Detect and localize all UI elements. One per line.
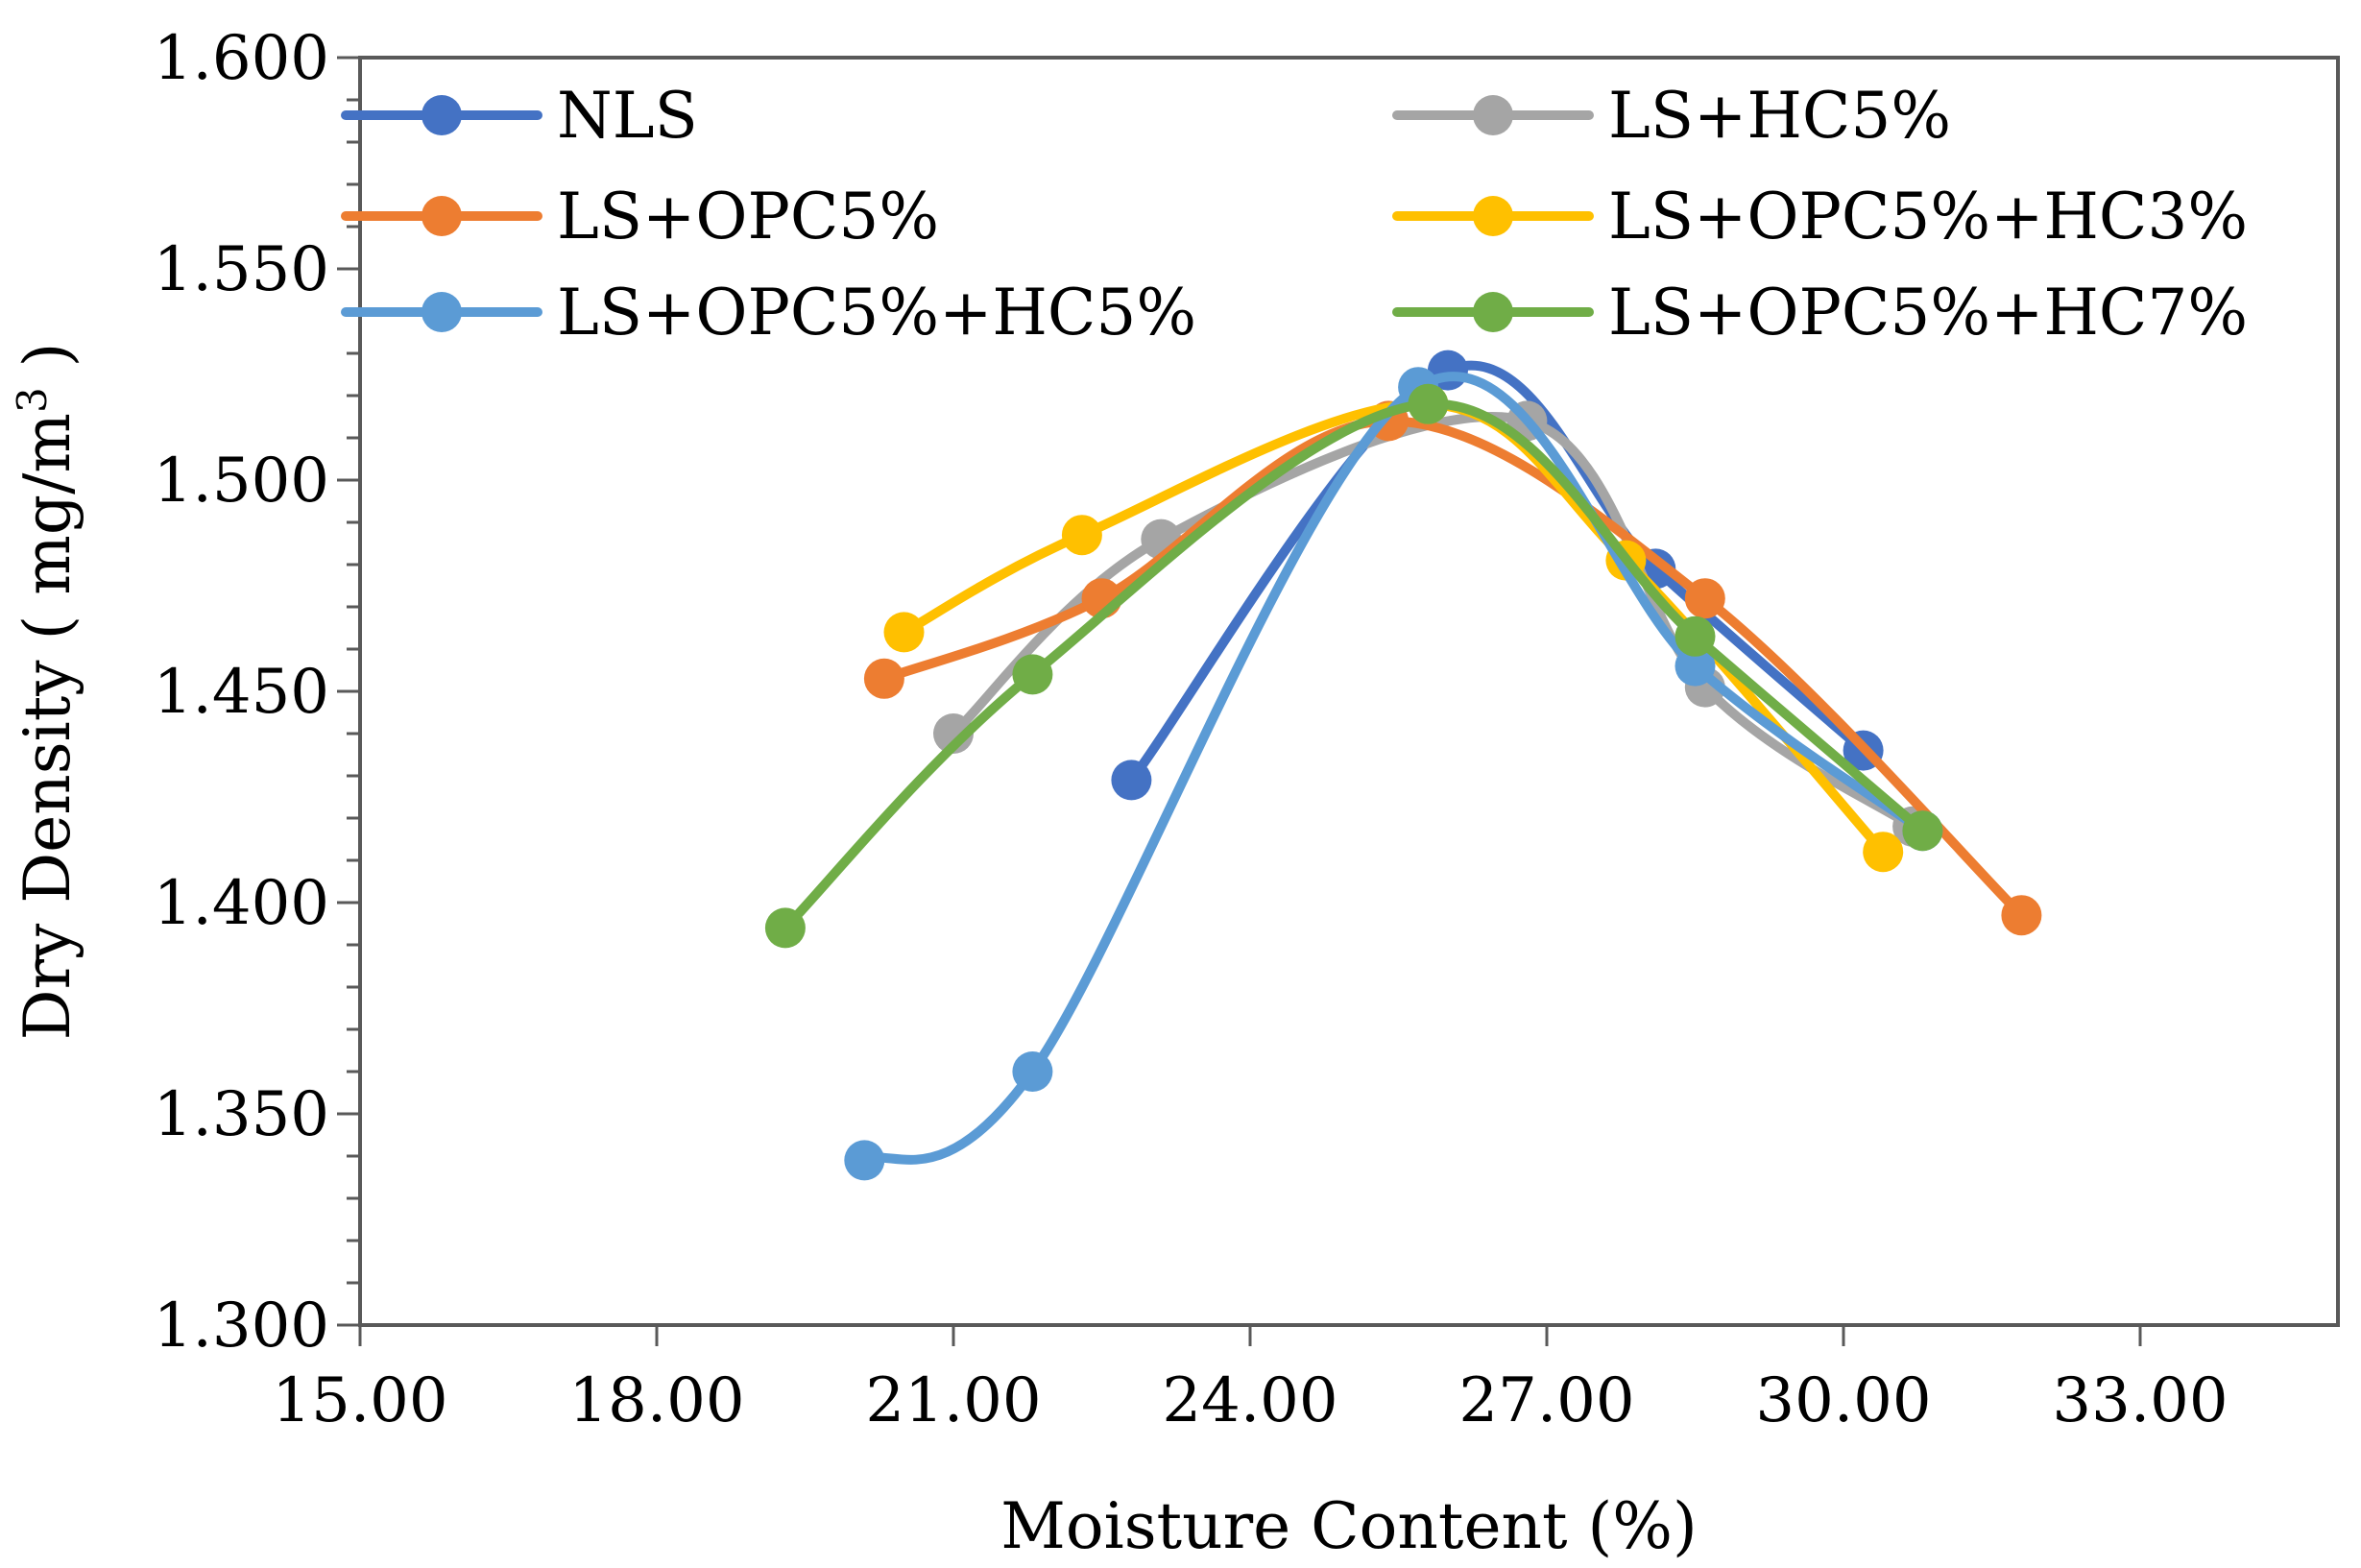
data-point-ls-opc5pct — [1684, 578, 1725, 619]
data-point-ls-opc5pct-hc7pct — [1902, 810, 1943, 852]
legend-swatch-marker — [422, 292, 462, 332]
data-point-ls-opc5pct-hc7pct — [1408, 383, 1449, 424]
y-axis-title: Dry Density ( mg/m3 ) — [9, 343, 85, 1041]
y-axis-title-main: Dry Density ( mg/m — [11, 413, 84, 1040]
x-tick-label: 24.00 — [1162, 1365, 1337, 1436]
x-tick-label: 15.00 — [272, 1365, 447, 1436]
legend-label: LS+OPC5%+HC5% — [557, 276, 1196, 350]
data-point-nls — [1111, 760, 1152, 801]
x-tick-label: 33.00 — [2052, 1365, 2228, 1436]
data-point-ls-opc5pct-hc5pct — [1012, 1051, 1053, 1092]
y-tick-label: 1.450 — [154, 657, 329, 728]
legend-swatch-marker — [1473, 95, 1513, 135]
series-line-ls-opc5pct-hc5pct — [859, 372, 1928, 1166]
data-point-ls-opc5pct-hc7pct — [1012, 654, 1053, 695]
x-axis-title: Moisture Content (%) — [1000, 1489, 1697, 1563]
legend: NLS LS+HC5% LS+OPC5% LS+OPC5%+HC3% LS+OPC5%+… — [341, 79, 2248, 350]
data-point-ls-opc5pct-hc7pct — [1674, 615, 1716, 657]
y-tick-label: 1.500 — [154, 446, 329, 517]
y-tick-label: 1.550 — [154, 234, 329, 305]
y-axis-title-suffix: ) — [11, 343, 84, 388]
series-line-nls — [1126, 360, 1868, 785]
series-ls-opc5pct-hc7pct — [764, 383, 1943, 949]
data-point-ls-hc5pct — [933, 713, 974, 754]
legend-item-nls: NLS — [341, 79, 698, 153]
legend-label: NLS — [557, 79, 698, 153]
legend-item-ls-opc5pct-hc5pct: LS+OPC5%+HC5% — [341, 276, 1196, 350]
legend-item-ls-opc5pct-hc7pct: LS+OPC5%+HC7% — [1392, 276, 2248, 350]
legend-item-ls-hc5pct: LS+HC5% — [1392, 79, 1951, 153]
data-point-ls-opc5pct-hc3pct — [883, 612, 925, 653]
y-axis-title-superscript: 3 — [9, 387, 56, 413]
series-layer — [764, 350, 2042, 1181]
legend-swatch-marker — [422, 95, 462, 135]
data-point-ls-opc5pct — [863, 658, 904, 699]
series-ls-hc5pct — [933, 400, 1934, 847]
axes-layer: 1.300 1.350 1.400 1.450 1.500 1.550 1.600 15.00… — [154, 23, 2340, 1436]
x-tick-label: 21.00 — [865, 1365, 1041, 1436]
data-point-ls-opc5pct — [2001, 895, 2042, 936]
data-point-ls-opc5pct-hc5pct — [844, 1140, 885, 1181]
legend-swatch-marker — [422, 196, 462, 236]
y-tick-label: 1.300 — [154, 1291, 329, 1362]
legend-label: LS+OPC5% — [557, 180, 939, 253]
y-tick-label: 1.400 — [154, 868, 329, 939]
legend-label: LS+OPC5%+HC7% — [1608, 276, 2248, 350]
data-point-ls-opc5pct-hc3pct — [1863, 832, 1904, 873]
legend-label: LS+OPC5%+HC3% — [1608, 180, 2248, 253]
x-tick-label: 30.00 — [1755, 1365, 1931, 1436]
legend-item-ls-opc5pct: LS+OPC5% — [341, 180, 939, 253]
legend-swatch-marker — [1473, 292, 1513, 332]
y-tick-label: 1.600 — [154, 23, 329, 94]
data-point-ls-opc5pct-hc7pct — [764, 907, 806, 949]
series-line-ls-opc5pct-hc7pct — [780, 398, 1928, 933]
legend-item-ls-opc5pct-hc3pct: LS+OPC5%+HC3% — [1392, 180, 2248, 253]
series-line-ls-opc5pct — [879, 416, 2027, 921]
y-tick-label: 1.350 — [154, 1079, 329, 1150]
legend-swatch-marker — [1473, 196, 1513, 236]
series-ls-opc5pct-hc5pct — [844, 367, 1943, 1181]
x-tick-label: 27.00 — [1458, 1365, 1634, 1436]
x-tick-label: 18.00 — [568, 1365, 744, 1436]
data-point-ls-opc5pct-hc3pct — [1061, 515, 1102, 556]
data-point-ls-opc5pct-hc5pct — [1674, 645, 1716, 687]
legend-label: LS+HC5% — [1608, 79, 1951, 153]
